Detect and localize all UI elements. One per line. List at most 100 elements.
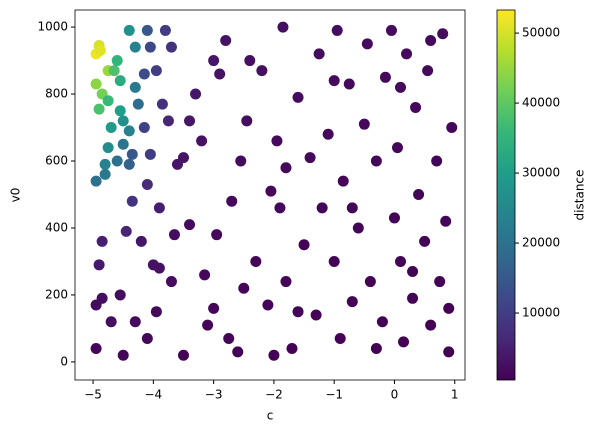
colorbar: [496, 9, 516, 381]
point: [419, 235, 431, 247]
point: [346, 296, 358, 308]
point: [268, 349, 280, 361]
point: [138, 68, 150, 80]
point: [141, 178, 153, 190]
x-tick-label: 0: [391, 388, 399, 402]
point: [159, 24, 171, 36]
y-tick-label: 800: [45, 87, 68, 101]
point: [90, 175, 102, 187]
point: [304, 152, 316, 164]
point: [153, 202, 165, 214]
point: [385, 24, 397, 36]
point: [262, 299, 274, 311]
point: [425, 319, 437, 331]
point: [123, 158, 135, 170]
point: [153, 262, 165, 274]
point: [443, 302, 455, 314]
point: [310, 309, 322, 321]
point: [99, 158, 111, 170]
point: [105, 122, 117, 134]
y-tick-label: 1000: [37, 20, 68, 34]
point: [370, 343, 382, 355]
y-tick-label: 200: [45, 287, 68, 301]
y-tick-label: 600: [45, 154, 68, 168]
x-tick-label: −3: [205, 388, 223, 402]
point: [93, 103, 105, 115]
point: [370, 155, 382, 167]
point: [407, 266, 419, 278]
x-tick-label: −5: [84, 388, 102, 402]
point: [190, 88, 202, 100]
point: [165, 276, 177, 288]
y-tick-label: 400: [45, 220, 68, 234]
point: [352, 222, 364, 234]
point: [178, 152, 190, 164]
point: [96, 292, 108, 304]
point: [126, 148, 138, 160]
point: [292, 306, 304, 318]
point: [114, 75, 126, 87]
point: [328, 255, 340, 267]
point: [250, 255, 262, 267]
x-axis-label: c: [267, 409, 274, 423]
point: [168, 229, 180, 241]
point: [337, 175, 349, 187]
point: [407, 292, 419, 304]
colorbar-tick-label: 10000: [522, 306, 560, 320]
point: [96, 235, 108, 247]
point: [129, 41, 141, 53]
point: [141, 332, 153, 344]
point: [376, 316, 388, 328]
plot-frame: [74, 9, 466, 381]
point: [199, 269, 211, 281]
point: [117, 349, 129, 361]
point: [274, 202, 286, 214]
point: [322, 128, 334, 140]
point: [223, 332, 235, 344]
point: [102, 142, 114, 154]
point: [141, 24, 153, 36]
point: [114, 105, 126, 117]
point: [105, 316, 117, 328]
x-tick-label: −2: [265, 388, 283, 402]
point: [292, 91, 304, 103]
point: [135, 235, 147, 247]
point: [395, 255, 407, 267]
point: [440, 215, 452, 227]
point: [99, 168, 111, 180]
point: [401, 48, 413, 60]
point: [346, 202, 358, 214]
point: [162, 115, 174, 127]
point: [117, 115, 129, 127]
point: [156, 98, 168, 110]
point: [111, 155, 123, 167]
point: [277, 21, 289, 33]
point: [379, 71, 391, 83]
point: [144, 41, 156, 53]
colorbar-label: distance: [573, 170, 587, 221]
point: [410, 101, 422, 113]
point: [90, 343, 102, 355]
point: [443, 346, 455, 358]
point: [178, 349, 190, 361]
point: [214, 68, 226, 80]
point: [413, 188, 425, 200]
point: [165, 41, 177, 53]
point: [434, 276, 446, 288]
point: [343, 78, 355, 90]
x-tick-label: −4: [145, 388, 163, 402]
point: [184, 115, 196, 127]
point: [150, 65, 162, 77]
point: [328, 75, 340, 87]
point: [361, 38, 373, 50]
point: [196, 135, 208, 147]
point: [220, 34, 232, 46]
point: [94, 45, 106, 57]
point: [108, 65, 120, 77]
point: [271, 135, 283, 147]
point: [437, 28, 449, 40]
point: [90, 78, 102, 90]
y-axis-label: v0: [9, 188, 23, 203]
point: [422, 65, 434, 77]
